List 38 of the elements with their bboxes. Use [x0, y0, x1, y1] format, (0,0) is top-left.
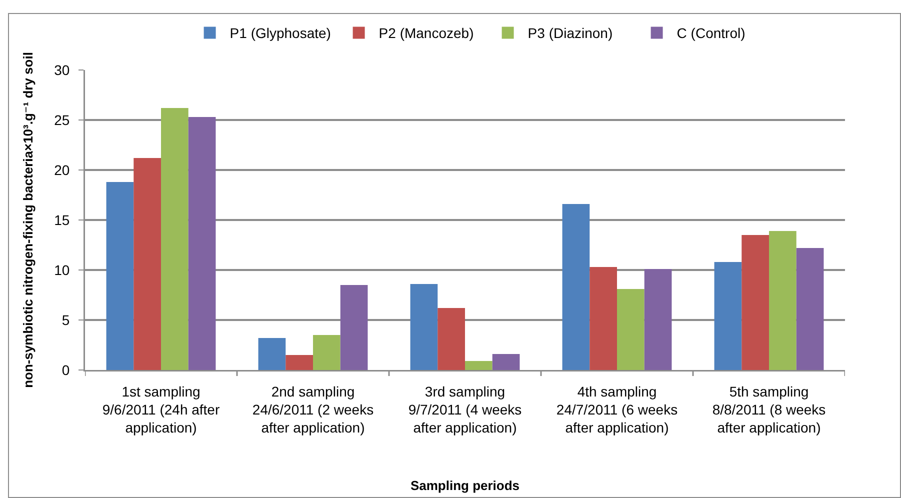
bar	[714, 262, 742, 370]
bar	[258, 338, 286, 370]
y-tick-label: 0	[62, 362, 70, 378]
x-tick-label: 2nd sampling 24/6/2011 (2 weeks after application)	[252, 383, 374, 436]
x-tick-label: 1st sampling 9/6/2011 (24h after application)	[102, 383, 220, 436]
y-tick-label: 30	[54, 62, 70, 78]
bar	[644, 269, 672, 370]
bar	[134, 158, 161, 370]
bar	[465, 361, 492, 370]
bar	[410, 284, 438, 370]
bar	[106, 182, 134, 370]
x-tick-label: 5th sampling 8/8/2011 (8 weeks after application)	[712, 383, 826, 436]
legend-label: P3 (Diazinon)	[528, 25, 613, 42]
bar	[796, 248, 824, 370]
x-tick-label: 3rd sampling 9/7/2011 (4 weeks after application)	[408, 383, 522, 436]
bar	[742, 235, 769, 370]
bar	[313, 335, 340, 370]
y-axis-title: non-symbiotic nitrogen-fixing bacteria×10³.g⁻¹ dry soil	[20, 52, 36, 388]
legend-label: C (Control)	[676, 25, 746, 42]
bar	[590, 267, 617, 370]
bar	[438, 308, 465, 370]
y-tick-label: 5	[62, 312, 70, 328]
bar	[492, 354, 520, 370]
bar	[286, 355, 313, 370]
legend-label: P1 (Glyphosate)	[230, 25, 331, 42]
y-tick-label: 15	[54, 212, 70, 228]
bar	[188, 117, 216, 370]
bar	[340, 285, 368, 370]
bar	[161, 108, 188, 370]
bar	[617, 289, 644, 370]
y-tick-label: 20	[54, 162, 70, 178]
y-tick-label: 10	[54, 262, 70, 278]
x-tick-label: 4th sampling 24/7/2011 (6 weeks after application)	[556, 383, 678, 436]
legend-label: P2 (Mancozeb)	[378, 25, 474, 42]
x-axis-title: Sampling periods	[410, 478, 520, 494]
bar	[769, 231, 796, 370]
bar	[562, 204, 590, 370]
y-tick-label: 25	[54, 112, 70, 128]
